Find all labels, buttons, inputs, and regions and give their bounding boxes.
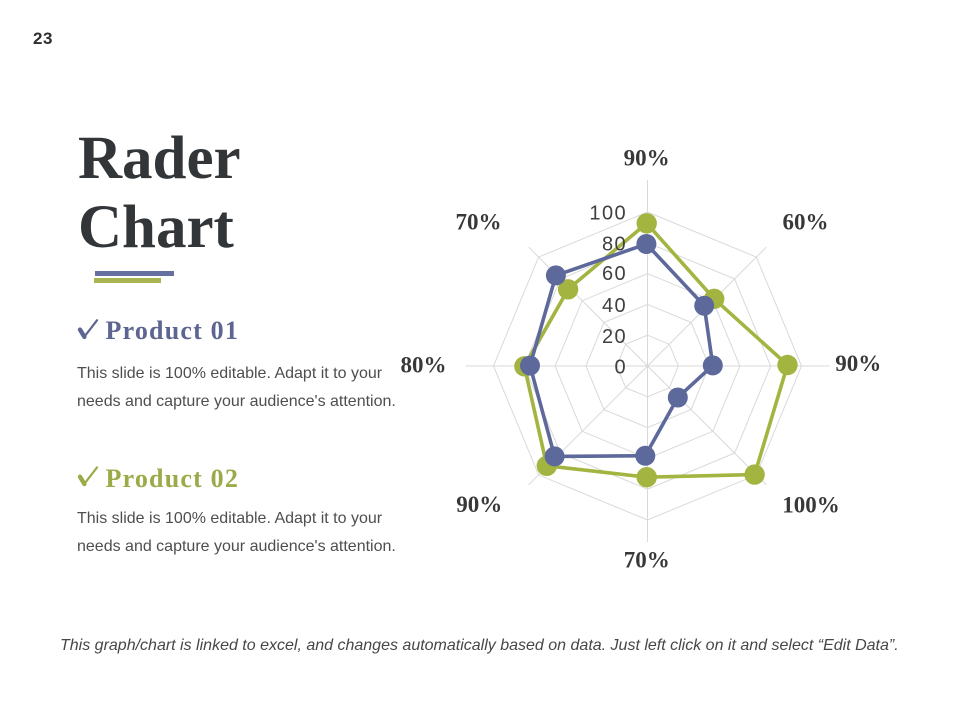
svg-text:100%: 100% [782, 493, 840, 518]
svg-text:70%: 70% [624, 548, 670, 573]
svg-text:90%: 90% [456, 492, 502, 517]
svg-text:60%: 60% [783, 210, 829, 235]
svg-text:80: 80 [602, 233, 627, 255]
svg-text:80%: 80% [401, 352, 447, 377]
svg-text:100: 100 [589, 203, 627, 225]
svg-text:70%: 70% [456, 209, 502, 234]
svg-text:90%: 90% [624, 145, 670, 170]
svg-text:40: 40 [602, 295, 627, 317]
svg-text:90%: 90% [835, 351, 881, 376]
svg-text:60: 60 [602, 263, 627, 285]
svg-text:0: 0 [614, 357, 627, 379]
svg-text:20: 20 [602, 326, 627, 348]
